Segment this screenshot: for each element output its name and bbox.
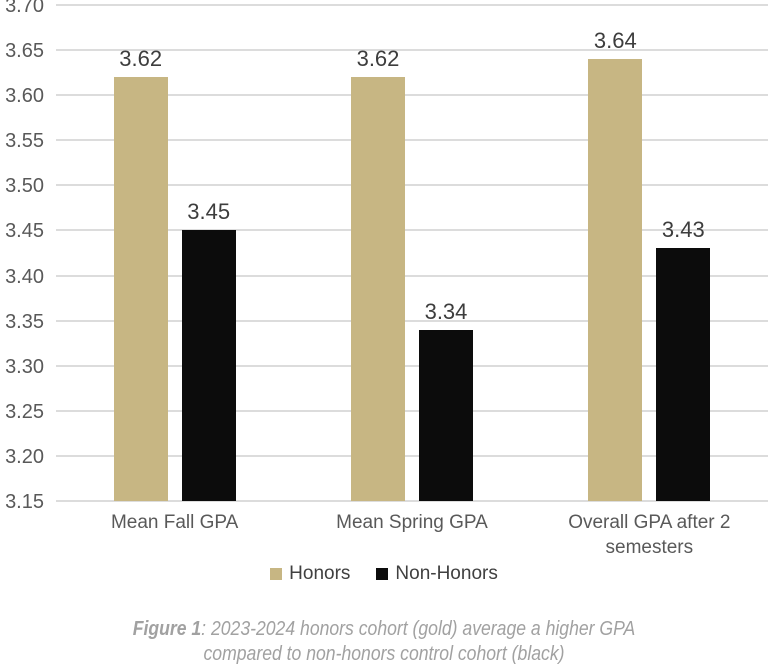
y-axis-tick-label: 3.45 [5,220,44,243]
legend-label: Non-Honors [395,563,498,584]
gridline [56,94,768,97]
gridline [56,139,768,142]
y-axis-tick-label: 3.15 [5,491,44,513]
bar-value-label: 3.62 [356,46,400,72]
bar-value-label: 3.34 [424,298,468,324]
bar-honors-overall-gpa-after-2-semesters [588,59,643,501]
caption-separator: : [201,618,211,640]
legend-swatch-icon [270,568,283,580]
figure-caption: Figure 1: 2023-2024 honors cohort (gold)… [46,617,722,667]
x-axis-category-label: Mean Fall GPA [110,512,239,533]
bar-value-label: 3.64 [593,28,637,54]
bar-value-label: 3.43 [661,217,705,243]
gridline [56,364,768,367]
gridline [56,229,768,232]
gridline [56,409,768,412]
caption-figure-label: Figure 1 [132,618,202,640]
y-axis-tick-label: 3.60 [5,85,44,108]
y-axis-tick-label: 3.50 [5,175,44,198]
bar-non-honors-mean-spring-gpa [419,329,473,501]
y-axis-tick-label: 3.40 [5,265,44,288]
y-axis-tick-label: 3.20 [5,445,44,468]
bar-honors-mean-fall-gpa [113,77,168,501]
y-axis-tick-label: 3.30 [5,355,44,378]
bar-value-label: 3.45 [187,199,231,225]
bar-non-honors-overall-gpa-after-2-semesters [656,248,711,501]
gridline [56,319,768,322]
gridline [56,184,768,187]
y-axis-tick-label: 3.35 [5,310,44,333]
y-axis-tick-label: 3.25 [5,400,44,423]
y-axis-tick-label: 3.65 [5,40,44,63]
bar-non-honors-mean-fall-gpa [181,230,236,501]
chart-legend: Honors Non-Honors [0,563,768,585]
caption-line-1: Figure 1: 2023-2024 honors cohort (gold)… [46,617,722,642]
x-axis-category-label: Overall GPA after 2 semesters [568,512,731,558]
gridline [56,454,768,457]
caption-line-2: compared to non-honors control cohort (b… [203,643,565,665]
gridline [56,500,768,502]
bar-honors-mean-spring-gpa [351,77,405,501]
y-axis-tick-label: 3.55 [5,130,44,153]
legend-item-non-honors: Non-Honors [376,563,498,585]
legend-item-honors: Honors [270,563,350,585]
legend-swatch-icon [376,568,389,580]
caption-text-line1: 2023-2024 honors cohort (gold) average a… [210,618,636,640]
bar-value-label: 3.62 [119,46,163,72]
x-axis-category-label: Mean Spring GPA [336,512,488,533]
gridline [56,4,768,6]
gridline [56,274,768,277]
legend-label: Honors [289,563,351,584]
gridline [56,49,768,52]
y-axis-tick-label: 3.70 [5,0,44,17]
